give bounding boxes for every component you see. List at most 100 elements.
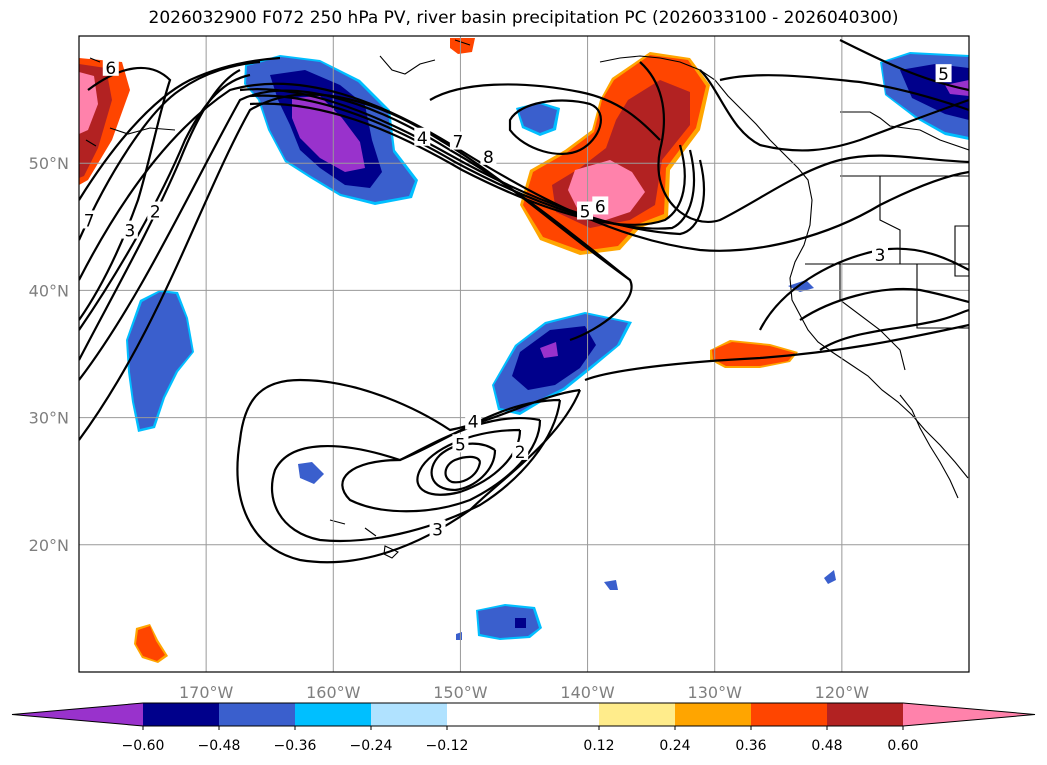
- pv-contour: [584, 323, 969, 382]
- y-tick-label: 40°N: [29, 281, 69, 300]
- pv-contour: [239, 88, 705, 236]
- coastline: [599, 55, 969, 479]
- contour-label-bg: [414, 127, 431, 146]
- contour-label-bg: [465, 411, 482, 430]
- shading-patch: [128, 292, 192, 429]
- colorbar-segment: [447, 703, 599, 726]
- colorbar: −0.60 −0.48 −0.36 −0.24 −0.12 0.12 0.24 0.36 0.4…: [11, 702, 1036, 754]
- colorbar-segment: [143, 703, 219, 726]
- contour-label: 3: [875, 246, 886, 266]
- pv-contour: [799, 287, 969, 321]
- pv-contour: [341, 416, 542, 513]
- contour-label: 6: [105, 59, 116, 79]
- contour-label: 6: [595, 197, 606, 217]
- colorbar-tick-label: 0.12: [583, 738, 614, 754]
- contour-label-bg: [452, 434, 469, 453]
- y-tick-label: 20°N: [29, 536, 69, 555]
- shading-patch: [518, 104, 557, 133]
- colorbar-segment: [295, 703, 371, 726]
- contour-label: 3: [124, 222, 135, 242]
- colorbar-segment: [371, 703, 447, 726]
- colorbar-tick-label: 0.36: [735, 738, 766, 754]
- pv-contour: [79, 82, 969, 281]
- colorbar-tick-label: −0.24: [350, 738, 393, 754]
- pv-contour: [79, 73, 251, 331]
- pv-contour: [639, 61, 969, 223]
- colorbar-tick-label: −0.48: [198, 738, 241, 754]
- x-tick-label: 170°W: [179, 683, 234, 702]
- pv-contour: [429, 83, 661, 141]
- shading-patch: [292, 96, 365, 172]
- coastline: [954, 225, 969, 277]
- shading-patch: [136, 626, 165, 661]
- pv-contours: [79, 39, 969, 564]
- coastline: [454, 39, 471, 46]
- coastline: [379, 55, 436, 75]
- contour-label-bg: [935, 64, 952, 83]
- x-axis-ticks: 170°W 160°W 150°W 140°W 130°W 120°W: [179, 683, 869, 702]
- x-tick-label: 150°W: [433, 683, 488, 702]
- y-tick-label: 30°N: [29, 409, 69, 428]
- x-tick-label: 140°W: [560, 683, 615, 702]
- shading-patch: [478, 606, 539, 638]
- contour-label: 2: [515, 443, 526, 463]
- colorbar-extend-low: [12, 703, 143, 726]
- contour-label: 5: [938, 65, 949, 85]
- y-tick-label: 50°N: [29, 154, 69, 173]
- colorbar-segment: [219, 703, 295, 726]
- colorbar-segment: [827, 703, 903, 726]
- shading-patch: [604, 580, 618, 590]
- contour-label-bg: [102, 57, 119, 76]
- colorbar-segment: [751, 703, 827, 726]
- x-tick-label: 160°W: [306, 683, 361, 702]
- colorbar-tick-label: −0.60: [122, 738, 165, 754]
- contour-label: 8: [483, 148, 494, 168]
- x-tick-label: 120°W: [815, 683, 870, 702]
- pv-contour: [699, 69, 969, 152]
- shading-patch: [450, 38, 475, 54]
- pv-contour: [819, 308, 969, 351]
- pv-contour: [270, 398, 562, 543]
- colorbar-tick-label: 0.24: [659, 738, 690, 754]
- contour-label-bg: [480, 146, 497, 165]
- colorbar-segment: [675, 703, 751, 726]
- colorbar-tick-label: 0.48: [811, 738, 842, 754]
- pv-contour: [508, 99, 602, 155]
- contour-label-bg: [81, 210, 98, 229]
- contour-label: 3: [432, 521, 443, 541]
- colorbar-segment: [599, 703, 675, 726]
- contour-label: 2: [150, 203, 161, 223]
- colorbar-tick-label: −0.12: [426, 738, 469, 754]
- contour-label-bg: [592, 196, 609, 215]
- contour-label: 4: [417, 129, 428, 149]
- colorbar-extend-high: [903, 703, 1035, 726]
- pv-contour: [79, 89, 631, 381]
- shading-patch: [515, 618, 526, 628]
- contour-label-bg: [512, 441, 529, 460]
- shading-patch: [298, 462, 324, 484]
- chart-title: 2026032900 F072 250 hPa PV, river basin …: [148, 8, 899, 28]
- x-tick-label: 130°W: [688, 683, 743, 702]
- pv-contour: [249, 102, 686, 226]
- coastline: [109, 127, 176, 135]
- colorbar-tick-label: 0.60: [887, 738, 918, 754]
- pv-contour: [79, 66, 172, 321]
- coastline: [840, 111, 969, 151]
- coastline: [85, 57, 101, 147]
- pv-contour: [79, 56, 281, 201]
- coastline: [879, 176, 901, 264]
- contour-label-bg: [121, 220, 138, 239]
- shading-patch: [540, 342, 558, 358]
- pv-contour: [719, 74, 969, 112]
- shading-patch: [824, 570, 836, 584]
- coastline: [839, 264, 906, 371]
- contour-label-bg: [429, 519, 446, 538]
- pv-contour: [79, 60, 261, 241]
- contour-label-bg: [577, 201, 594, 220]
- contour-label-bg: [147, 201, 164, 220]
- contour-label-bg: [872, 244, 888, 263]
- pv-contour: [249, 94, 696, 230]
- y-axis-ticks: 20°N 30°N 40°N 50°N: [29, 154, 69, 555]
